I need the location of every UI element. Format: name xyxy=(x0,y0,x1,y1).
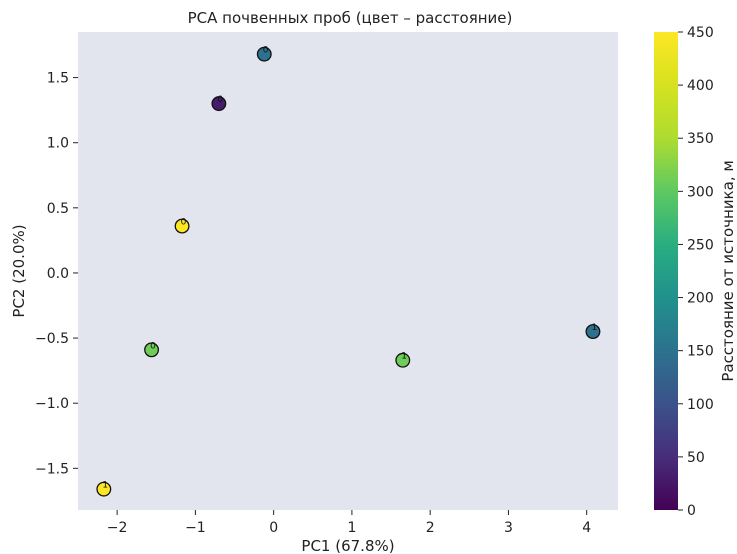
colorbar-ticks: 0 50 100 150 200 250 300 350 400 450 xyxy=(678,25,714,519)
colorbar-tick-label: 200 xyxy=(687,291,714,307)
colorbar-tick-label: 350 xyxy=(687,131,714,147)
colorbar xyxy=(654,32,678,510)
x-tick-label: −1 xyxy=(185,520,206,536)
scatter-point xyxy=(144,342,160,358)
x-axis-ticks: −2 −1 0 1 2 3 4 xyxy=(107,510,591,536)
scatter-point xyxy=(395,352,411,368)
x-tick-label: 2 xyxy=(426,520,435,536)
point-label: 1 xyxy=(102,481,108,491)
scatter-point xyxy=(96,481,112,497)
colorbar-tick-label: 450 xyxy=(687,25,714,41)
y-axis-ticks: −1.5 −1.0 −0.5 0.0 0.5 1.0 1.5 xyxy=(35,71,78,477)
plot-area xyxy=(78,32,618,510)
colorbar-label: Расстояние от источника, м xyxy=(719,160,737,381)
scatter-point xyxy=(256,46,272,62)
x-tick-label: 3 xyxy=(504,520,513,536)
point-label: 1 xyxy=(401,352,407,362)
colorbar-tick-label: 0 xyxy=(687,503,696,519)
y-tick-label: −0.5 xyxy=(35,331,69,347)
x-tick-label: 0 xyxy=(269,520,278,536)
colorbar-tick-label: 250 xyxy=(687,237,714,253)
point-label: 1 xyxy=(591,323,597,333)
colorbar-tick-label: 400 xyxy=(687,78,714,94)
scatter-point xyxy=(585,324,601,340)
point-label: 0 xyxy=(263,46,269,56)
y-axis-label: PC2 (20.0%) xyxy=(10,224,28,317)
y-tick-label: 1.0 xyxy=(47,136,69,152)
y-tick-label: 0.0 xyxy=(47,266,69,282)
x-tick-label: 1 xyxy=(347,520,356,536)
y-tick-label: −1.0 xyxy=(35,396,69,412)
point-label: 0 xyxy=(217,95,223,105)
y-tick-label: −1.5 xyxy=(35,461,69,477)
scatter-point xyxy=(211,96,227,112)
point-label: 0 xyxy=(150,341,156,351)
y-tick-label: 0.5 xyxy=(47,201,69,217)
data-points: 0 0 0 0 1 1 1 xyxy=(96,46,601,497)
colorbar-tick-label: 150 xyxy=(687,344,714,360)
scatter-point xyxy=(174,218,190,234)
x-tick-label: 4 xyxy=(582,520,591,536)
y-tick-label: 1.5 xyxy=(47,71,69,87)
x-axis-label: PC1 (67.8%) xyxy=(301,537,394,554)
chart-title: PCA почвенных проб (цвет – расстояние) xyxy=(188,9,513,27)
x-tick-label: −2 xyxy=(107,520,128,536)
colorbar-tick-label: 300 xyxy=(687,184,714,200)
colorbar-tick-label: 100 xyxy=(687,397,714,413)
colorbar-tick-label: 50 xyxy=(687,450,705,466)
point-label: 0 xyxy=(181,218,187,228)
